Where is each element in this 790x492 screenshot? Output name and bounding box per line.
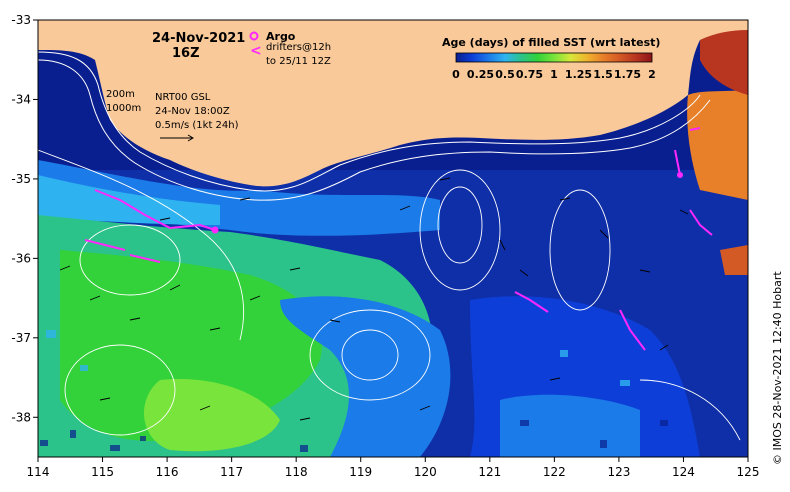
lat-tick-label: -36	[11, 251, 31, 265]
lat-tick-label: -34	[11, 92, 31, 106]
isobath-1000m	[38, 59, 711, 201]
colorbar-tick-label: 0.75	[516, 68, 543, 81]
lat-tick-label: -33	[11, 13, 31, 27]
map-hour: 16Z	[172, 46, 200, 61]
lon-tick-label: 124	[672, 465, 695, 479]
credit-label: © IMOS 28-Nov-2021 12:40 Hobart	[771, 271, 784, 465]
ocean-yellowgreen-patch	[143, 379, 280, 452]
lon-tick-label: 116	[156, 465, 179, 479]
drifter-tracks	[84, 127, 713, 351]
lon-tick-label: 115	[91, 465, 114, 479]
lon-tick-label: 122	[543, 465, 566, 479]
isobath-200m-label: 200m	[106, 89, 135, 100]
lon-tick-label: 123	[607, 465, 630, 479]
sst-field	[38, 20, 748, 457]
argo-legend-icon	[249, 31, 259, 41]
argo-legend-label: Argo	[266, 30, 296, 43]
sst-texture-light	[46, 330, 630, 386]
lat-tick-label: -35	[11, 172, 31, 186]
current-vectors	[59, 177, 689, 421]
drifter-legend-icon: <	[250, 43, 262, 59]
colorbar-tick-label: 0	[452, 68, 460, 81]
isobath-200m	[38, 51, 701, 192]
ocean-blue-patch	[280, 296, 451, 457]
ocean-cyan-band	[38, 175, 220, 225]
drifter-legend-label: drifters@12h	[266, 42, 331, 53]
colorbar-tick-label: 2	[648, 68, 656, 81]
colorbar-title: Age (days) of filled SST (wrt latest)	[442, 36, 660, 49]
colorbar-tick-label: 1.5	[593, 68, 613, 81]
velocity-scale-label: 0.5m/s (1kt 24h)	[155, 120, 239, 131]
sst-texture	[40, 420, 668, 452]
latitude-axis: -33 -34 -35 -36 -37 -38	[11, 13, 38, 424]
lon-tick-label: 114	[27, 465, 50, 479]
isobath-1000m-label: 1000m	[106, 103, 141, 114]
lon-tick-label: 119	[349, 465, 372, 479]
colorbar-tick-label: 0.25	[467, 68, 494, 81]
velocity-scale-arrowhead	[187, 134, 194, 142]
colorbar-tick-label: 1.25	[565, 68, 592, 81]
map-date: 24-Nov-2021	[152, 31, 245, 46]
altimetry-label: NRT00 GSL	[155, 92, 211, 103]
argo-floats	[211, 172, 683, 234]
colorbar	[455, 52, 653, 63]
lat-tick-label: -38	[11, 410, 31, 424]
drifter-legend-period: to 25/11 12Z	[266, 56, 331, 67]
colorbar-ticks: 0 0.25 0.5 0.75 1 1.25 1.5 1.75 2	[452, 68, 656, 81]
lon-tick-label: 125	[737, 465, 760, 479]
colorbar-tick-label: 0.5	[495, 68, 515, 81]
ocean-east-orange-patch	[687, 90, 748, 200]
ocean-east-red-small	[720, 245, 748, 275]
lat-tick-label: -37	[11, 331, 31, 345]
sea-level-contours	[38, 149, 741, 441]
lon-tick-label: 121	[478, 465, 501, 479]
lon-tick-label: 120	[414, 465, 437, 479]
lon-tick-label: 117	[220, 465, 243, 479]
colorbar-tick-label: 1.75	[614, 68, 641, 81]
ocean-east-red-patch	[700, 29, 748, 95]
longitude-axis: 114 115 116 117 118 119 120 121 122 123 124 125	[27, 457, 760, 479]
altimetry-date: 24-Nov 18:00Z	[155, 106, 230, 117]
lon-tick-label: 118	[285, 465, 308, 479]
plot-frame	[37, 19, 749, 458]
colorbar-tick-label: 1	[550, 68, 558, 81]
